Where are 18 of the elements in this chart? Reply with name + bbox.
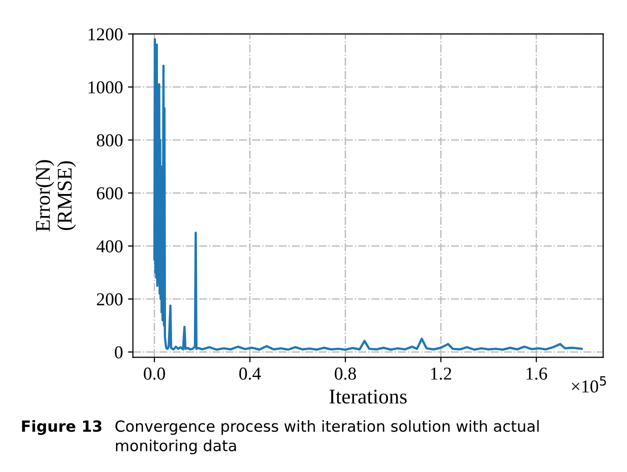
y-tick-label: 200 bbox=[96, 293, 123, 306]
x-tick-label: 1.2 bbox=[431, 368, 452, 380]
line-series bbox=[153, 38, 583, 351]
x-tick-label: 1.6 bbox=[526, 368, 548, 380]
y-tick-label: 1000 bbox=[88, 81, 123, 94]
y-tick-label: 0 bbox=[114, 346, 123, 358]
x-axis-title: Iterations bbox=[329, 390, 407, 404]
y-tick-label: 400 bbox=[96, 240, 123, 252]
y-tick-label: 800 bbox=[96, 134, 123, 146]
x-tick-label: 0.0 bbox=[144, 368, 166, 380]
y-tick-label: 600 bbox=[96, 187, 123, 200]
caption: Figure 13 bbox=[22, 420, 102, 435]
x-tick-label: 0.4 bbox=[239, 368, 261, 380]
text: Convergence process with iteration solution with actual monitoring data bbox=[115, 420, 539, 454]
x-tick-label: 0.8 bbox=[334, 368, 356, 380]
text: ×10$^{5}$ bbox=[572, 376, 606, 393]
y-axis-title: Error(N) (RMSE) bbox=[35, 160, 76, 232]
y-tick-label: 1200 bbox=[88, 28, 123, 40]
